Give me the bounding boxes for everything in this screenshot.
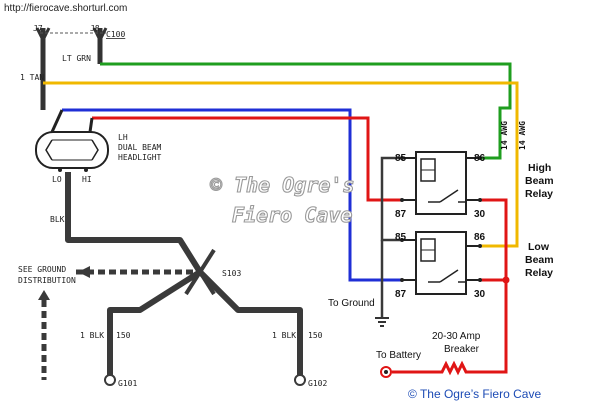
high-relay-pin-86: 86 [474,153,486,164]
ground-drop-arrow-head [38,290,50,300]
ground-g101-icon [104,374,116,386]
wire-red-power [480,198,508,280]
headlight-label-3: HEADLIGHT [118,153,162,162]
j8-label: J8 [90,24,100,33]
high-relay-label-2: Beam [525,175,554,187]
wire-blue [62,108,402,282]
wire-green [100,62,512,160]
headlight-label-2: DUAL BEAM [118,143,162,152]
tan-label: 1 TAN [20,73,44,82]
s103-label: S103 [222,269,241,278]
headlight-label-1: LH [118,133,128,142]
low-relay-pin-86: 86 [474,232,486,243]
wire-yellow [43,81,519,248]
blk-left-label: 1 BLK [80,331,104,340]
high-relay-pin-30: 30 [474,209,486,220]
low-beam-relay: 85 86 87 30 [395,231,486,300]
source-url: http://fierocave.shorturl.com [4,3,127,14]
low-relay-pin-30: 30 [474,289,486,300]
wire-red-high [92,116,402,202]
low-relay-label-2: Beam [525,254,554,266]
high-relay-label-1: High [528,162,551,174]
watermark-line-2: Fiero Cave [232,203,352,227]
watermark-line-1: © The Ogre's [210,173,355,197]
high-relay-pin-87: 87 [395,209,407,220]
blk-right-label: 1 BLK [272,331,296,340]
blk-label: BLK [50,215,65,224]
to-ground-label: To Ground [328,298,375,309]
connector-j8: J8 C100 [90,24,125,64]
connector-j7: J7 [33,24,51,110]
low-relay-pin-87: 87 [395,289,407,300]
wire-ground-bus [380,156,402,242]
wire-blk-left-drop [107,269,202,380]
see-ground-label-2: DISTRIBUTION [18,276,76,285]
low-relay-pin-85: 85 [395,232,407,243]
lt-grn-label: LT GRN [62,54,91,63]
ground-arrow-head [78,266,90,278]
low-relay-label-1: Low [528,241,550,253]
high-relay-label-3: Relay [525,188,553,200]
wire-blk-right-drop [197,269,303,380]
s103-splice-dot [197,269,203,275]
lo-label: LO [52,175,62,184]
ground-g102-icon [294,374,306,386]
power-junction [502,276,510,284]
c100-label: C100 [106,30,125,39]
breaker-label-1: 20-30 Amp [432,331,481,342]
wire-blk-main [65,172,203,274]
headlight-icon [35,109,109,172]
awg-left-label: 14 AWG [500,121,509,150]
low-relay-label-3: Relay [525,267,553,279]
awg-right-label: 14 AWG [518,121,527,150]
ground-symbol [375,317,389,327]
high-relay-pin-85: 85 [395,153,407,164]
hi-label: HI [82,175,92,184]
copyright-text: © The Ogre’s Fiero Cave [408,387,541,401]
num-left-label: 150 [116,331,131,340]
see-ground-label-1: SEE GROUND [18,265,66,274]
battery-terminal-icon [380,366,392,378]
num-right-label: 150 [308,331,323,340]
g102-label: G102 [308,379,327,388]
wire-red-battery [392,280,508,376]
breaker-label-2: Breaker [444,344,480,355]
g101-label: G101 [118,379,137,388]
j7-label: J7 [33,24,43,33]
high-beam-relay: 85 86 87 30 [395,151,486,220]
to-battery-label: To Battery [376,350,421,361]
